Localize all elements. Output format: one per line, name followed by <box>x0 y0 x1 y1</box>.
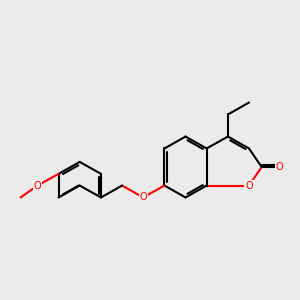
Text: O: O <box>34 181 41 190</box>
Text: O: O <box>245 181 253 190</box>
Text: O: O <box>139 193 147 202</box>
Text: O: O <box>276 162 283 172</box>
